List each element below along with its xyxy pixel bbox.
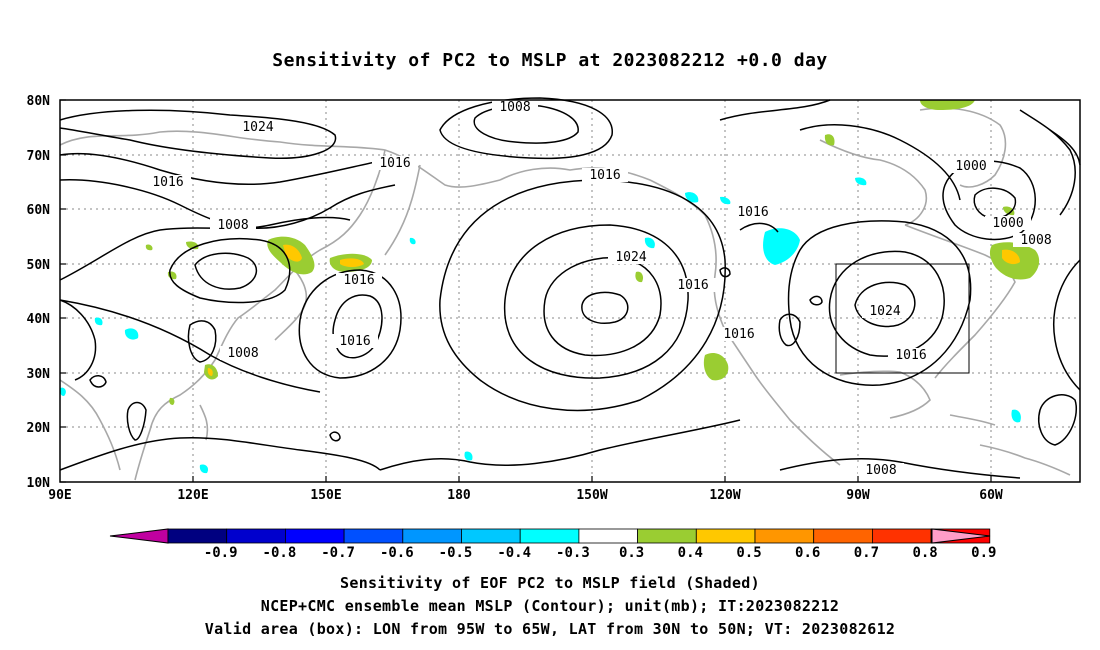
- colorbar-cell: [343, 528, 404, 544]
- contour-label: 1024: [615, 250, 646, 265]
- contour-label: 1024: [869, 304, 900, 319]
- contour-label: 1016: [339, 334, 370, 349]
- lon-label: 120E: [177, 488, 208, 503]
- lon-label: 180: [447, 488, 471, 503]
- contour-label: 1016: [737, 205, 768, 220]
- colorbar-cell: [519, 528, 580, 544]
- colorbar-label: 0.6: [795, 545, 820, 561]
- colorbar-cell: [695, 528, 756, 544]
- contour-label: 1016: [589, 168, 620, 183]
- caption-line-1: Sensitivity of EOF PC2 to MSLP field (Sh…: [340, 574, 760, 592]
- lon-labels: 90E 120E 150E 180 150W 120W 90W 60W: [48, 488, 1003, 503]
- lat-label: 80N: [27, 94, 51, 109]
- contour-label: 1008: [865, 463, 896, 478]
- contour-label: 1008: [499, 100, 530, 115]
- contour-label: 1016: [152, 175, 183, 190]
- colorbar-cell: [226, 528, 286, 544]
- caption-line-2: NCEP+CMC ensemble mean MSLP (Contour); u…: [260, 597, 840, 615]
- lat-labels: 80N 70N 60N 50N 40N 30N 20N 10N: [27, 94, 51, 491]
- colorbar-label: 0.3: [619, 545, 644, 561]
- colorbar-cell: [167, 528, 228, 544]
- map-frame: [59, 99, 1081, 483]
- colorbar-cells: [167, 528, 991, 544]
- lat-label: 60N: [27, 203, 51, 218]
- colorbar-label: 0.8: [912, 545, 937, 561]
- colorbar-label: -0.4: [497, 545, 531, 561]
- lat-label: 50N: [27, 258, 51, 273]
- lat-label: 70N: [27, 149, 51, 164]
- colorbar-label: -0.6: [380, 545, 414, 561]
- contour-label: 1008: [227, 346, 258, 361]
- contour-label: 1024: [242, 120, 273, 135]
- tick-marks: [60, 99, 992, 483]
- sensitivity-shading: [60, 100, 1040, 474]
- caption-line-3: Valid area (box): LON from 95W to 65W, L…: [204, 620, 896, 638]
- lon-label: 120W: [709, 488, 740, 503]
- lat-label: 10N: [27, 476, 51, 491]
- contour-label: 1000: [992, 216, 1023, 231]
- contour-label: 1016: [343, 273, 374, 288]
- colorbar-label: 0.4: [678, 545, 703, 561]
- contour-label: 1008: [1020, 233, 1051, 248]
- map-plot-area: [60, 100, 1080, 482]
- colorbar-label: -0.9: [204, 545, 238, 561]
- colorbar-cell: [754, 528, 815, 544]
- colorbar-label: 0.5: [736, 545, 761, 561]
- colorbar-labels: -0.9 -0.8 -0.7 -0.6 -0.5 -0.4 -0.3 0.3 0.4 0.5 0.6…: [204, 545, 997, 561]
- colorbar-cell: [813, 528, 873, 544]
- colorbar: -0.9 -0.8 -0.7 -0.6 -0.5 -0.4 -0.3 0.3 0.4 0.5 0.6…: [109, 528, 997, 561]
- colorbar-cell: [578, 528, 639, 544]
- colorbar-low-triangle: [109, 528, 169, 544]
- lon-label: 60W: [979, 488, 1003, 503]
- colorbar-label: -0.7: [321, 545, 355, 561]
- contour-label: 1016: [723, 327, 754, 342]
- colorbar-label: -0.3: [556, 545, 590, 561]
- lat-label: 20N: [27, 421, 51, 436]
- contour-label: 1016: [895, 348, 926, 363]
- lon-label: 150E: [310, 488, 341, 503]
- colorbar-cell: [284, 528, 345, 544]
- lon-label: 150W: [576, 488, 607, 503]
- lon-label: 90W: [846, 488, 870, 503]
- colorbar-label: 0.7: [854, 545, 879, 561]
- lat-label: 30N: [27, 367, 51, 382]
- contour-label-group: 1008 1024 1016 1016 1016 1008 1016 1016 …: [145, 100, 1059, 478]
- contour-label: 1000: [955, 159, 986, 174]
- grid-lines: [60, 100, 1080, 482]
- colorbar-cell: [637, 528, 697, 544]
- colorbar-cell: [402, 528, 462, 544]
- colorbar-label: -0.8: [263, 545, 297, 561]
- lat-label: 40N: [27, 312, 51, 327]
- lon-label: 90E: [48, 488, 71, 503]
- colorbar-cell: [872, 528, 932, 544]
- colorbar-high-triangle: [931, 528, 991, 544]
- contour-label: 1016: [677, 278, 708, 293]
- plot-title: Sensitivity of PC2 to MSLP at 2023082212…: [272, 50, 828, 71]
- colorbar-cell: [461, 528, 521, 544]
- contour-label: 1008: [217, 218, 248, 233]
- colorbar-label: 0.9: [971, 545, 996, 561]
- valid-area-box: [835, 263, 970, 374]
- contour-label: 1016: [379, 156, 410, 171]
- colorbar-label: -0.5: [439, 545, 473, 561]
